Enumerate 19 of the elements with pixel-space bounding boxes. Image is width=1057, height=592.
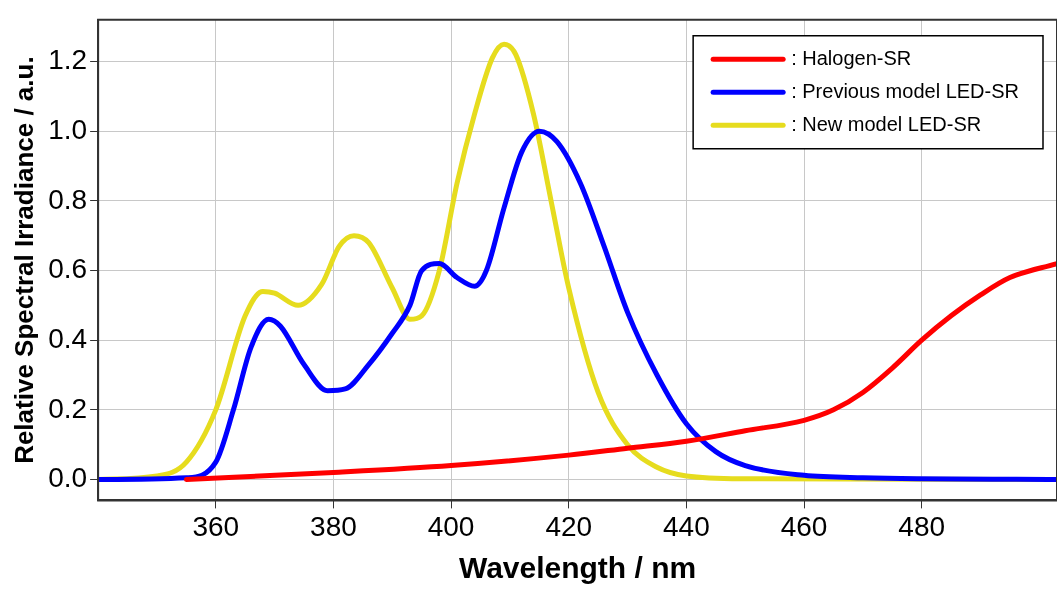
x-axis-title: Wavelength / nm <box>458 551 697 585</box>
y-tick-label: 0.2 <box>48 392 88 424</box>
x-tick-label: 380 <box>310 510 357 542</box>
y-tick-label: 1.0 <box>48 113 88 145</box>
x-tick-label: 460 <box>780 510 828 542</box>
x-tick-label: 420 <box>545 510 593 542</box>
x-tick-label: 480 <box>898 510 946 542</box>
y-tick-label: 0.0 <box>48 462 88 494</box>
x-tick-label: 440 <box>663 510 710 542</box>
y-tick-label: 0.4 <box>48 322 88 354</box>
legend-label: : New model LED-SR <box>791 112 982 135</box>
y-tick-label: 1.2 <box>48 44 88 76</box>
x-tick-label: 360 <box>192 510 240 542</box>
y-axis-title: Relative Spectral Irradiance / a.u. <box>8 56 39 464</box>
x-tick-label: 400 <box>427 510 475 542</box>
legend-label: : Previous model LED-SR <box>791 79 1020 102</box>
y-tick-label: 0.6 <box>48 253 88 285</box>
y-tick-label: 0.8 <box>48 183 88 215</box>
legend-label: : Halogen-SR <box>791 46 912 69</box>
